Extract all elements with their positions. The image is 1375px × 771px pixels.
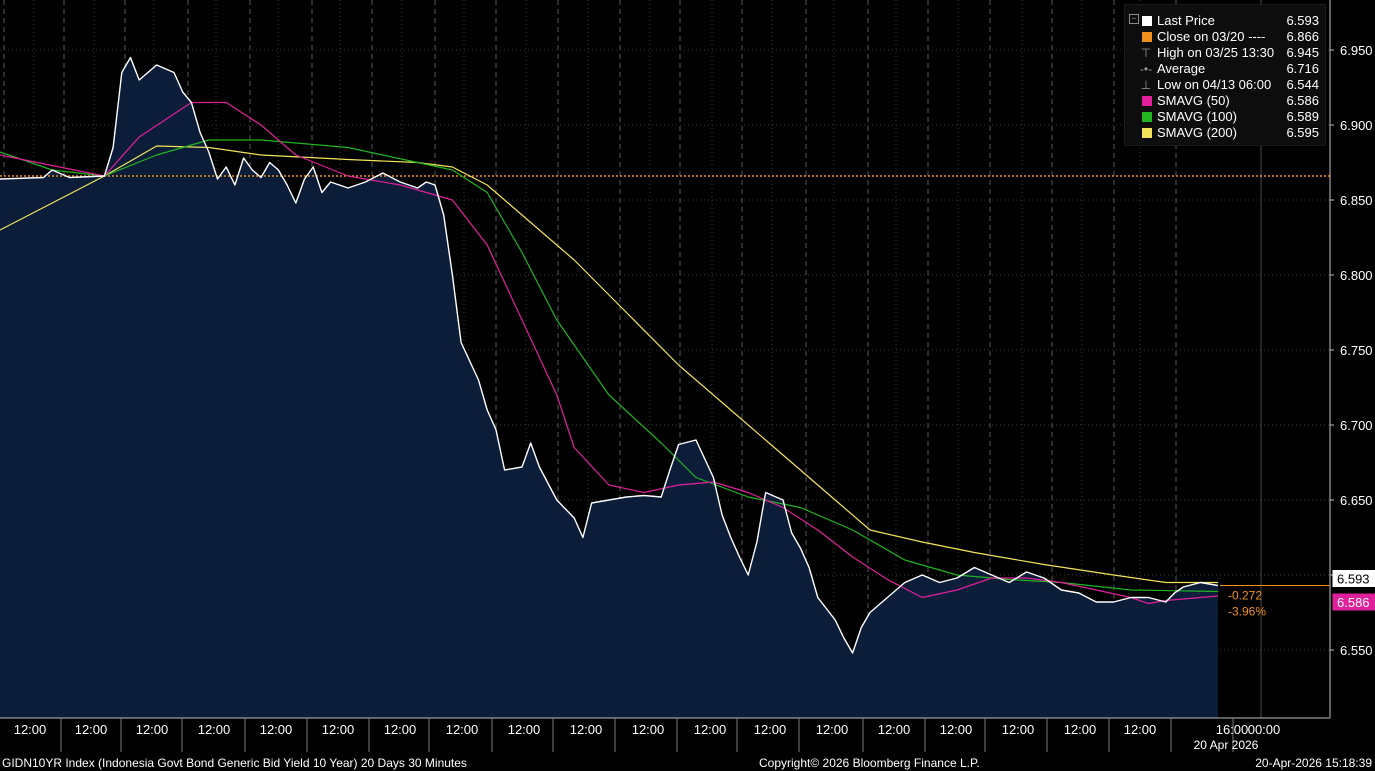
series-line-smavg-100 xyxy=(0,139,1219,593)
legend-value: 6.586 xyxy=(1286,93,1319,108)
y-tick-label: 6.800 xyxy=(1340,268,1373,283)
axes: 6.5506.6006.6506.7006.7506.8006.8506.900… xyxy=(0,0,1373,752)
x-tick-label: 12:00 xyxy=(570,722,603,737)
x-tick-label: 12:00 xyxy=(136,722,169,737)
change-percent-label: -3.96% xyxy=(1228,605,1266,619)
legend-value: 6.716 xyxy=(1286,61,1319,76)
x-tick-label: 12:00 xyxy=(508,722,541,737)
security-description: GIDN10YR Index (Indonesia Govt Bond Gene… xyxy=(2,756,467,770)
timestamp-text: 20-Apr-2026 15:18:39 xyxy=(1255,756,1372,770)
price-tags: -0.272 -3.96% 6.586 6.593 xyxy=(1220,570,1375,619)
legend-label: SMAVG (200) xyxy=(1157,125,1237,140)
legend-item-smavg-50[interactable]: SMAVG (50) 6.586 xyxy=(1125,93,1325,109)
legend-label: SMAVG (50) xyxy=(1157,93,1230,108)
legend-value: 6.544 xyxy=(1286,77,1319,92)
x-tick-label: 12:00 xyxy=(384,722,417,737)
legend-label: Average xyxy=(1157,61,1206,76)
y-tick-label: 6.700 xyxy=(1340,418,1373,433)
x-tick-label: 12:00 xyxy=(754,722,787,737)
legend-value: 6.589 xyxy=(1286,109,1319,124)
legend-item-last-price[interactable]: Last Price 6.593 xyxy=(1125,13,1325,29)
x-tick-label: 00:00 xyxy=(1248,722,1281,737)
legend-item-high-on-03-25-13-30[interactable]: ⊤ High on 03/25 13:30 6.945 xyxy=(1125,45,1325,61)
last-price-fill xyxy=(0,57,1218,718)
x-tick-label: 12:00 xyxy=(446,722,479,737)
x-tick-label: 12:00 xyxy=(632,722,665,737)
x-tick-label: 12:00 xyxy=(75,722,108,737)
x-tick-label: 12:00 xyxy=(198,722,231,737)
x-tick-label: 12:00 xyxy=(940,722,973,737)
legend-swatch xyxy=(1142,96,1152,106)
last-price-area xyxy=(0,57,1218,718)
legend-item-average[interactable]: -•- Average 6.716 xyxy=(1125,61,1325,77)
legend-swatch xyxy=(1142,112,1152,122)
legend-value: 6.866 xyxy=(1286,29,1319,44)
legend-item-smavg-100[interactable]: SMAVG (100) 6.589 xyxy=(1125,109,1325,125)
legend-swatch xyxy=(1142,16,1152,26)
legend-swatch xyxy=(1142,32,1152,42)
smavg50-tag-text: 6.586 xyxy=(1337,595,1370,610)
legend-marker-icon: ⊥ xyxy=(1140,78,1152,92)
x-tick-label: 12:00 xyxy=(260,722,293,737)
legend-item-low-on-04-13-06-00[interactable]: ⊥ Low on 04/13 06:00 6.544 xyxy=(1125,77,1325,93)
legend-item-close-on-03-20[interactable]: Close on 03/20 ---- 6.866 xyxy=(1125,29,1325,45)
legend-collapse-icon[interactable]: − xyxy=(1129,14,1139,24)
x-tick-label: 12:00 xyxy=(14,722,47,737)
last-price-tag-box xyxy=(1332,570,1375,587)
y-tick-label: 6.850 xyxy=(1340,193,1373,208)
x-tick-label: 12:00 xyxy=(1002,722,1035,737)
smavg50-tag-box xyxy=(1332,593,1375,611)
chart-legend[interactable]: − Last Price 6.593 Close on 03/20 ---- 6.86… xyxy=(1124,4,1326,146)
legend-swatch xyxy=(1142,128,1152,138)
x-tick-label: 12:00 xyxy=(322,722,355,737)
y-tick-label: 6.900 xyxy=(1340,118,1373,133)
legend-value: 6.593 xyxy=(1286,13,1319,28)
x-tick-label: 16:00 xyxy=(1216,722,1249,737)
last-price-tag-text: 6.593 xyxy=(1337,572,1370,587)
x-tick-label: 12:00 xyxy=(1064,722,1097,737)
series-line-last-price xyxy=(0,56,1219,654)
legend-item-smavg-200[interactable]: SMAVG (200) 6.595 xyxy=(1125,125,1325,141)
legend-label: SMAVG (100) xyxy=(1157,109,1237,124)
legend-value: 6.945 xyxy=(1286,45,1319,60)
series-line-smavg-50 xyxy=(0,101,1219,605)
change-absolute-label: -0.272 xyxy=(1228,589,1262,603)
series-lines xyxy=(0,56,1219,654)
y-tick-label: 6.950 xyxy=(1340,43,1373,58)
legend-marker-icon: -•- xyxy=(1139,62,1153,76)
x-tick-label: 12:00 xyxy=(1124,722,1157,737)
x-tick-label: 12:00 xyxy=(878,722,911,737)
x-date-label: 20 Apr 2026 xyxy=(1194,738,1259,752)
legend-label: Low on 04/13 06:00 xyxy=(1157,77,1272,92)
series-line-smavg-200 xyxy=(0,145,1218,584)
legend-label: High on 03/25 13:30 xyxy=(1157,45,1275,60)
legend-label: Close on 03/20 ---- xyxy=(1157,29,1266,44)
copyright-text: Copyright© 2026 Bloomberg Finance L.P. xyxy=(759,756,980,770)
x-tick-label: 12:00 xyxy=(694,722,727,737)
x-tick-label: 12:00 xyxy=(816,722,849,737)
y-tick-label: 6.550 xyxy=(1340,643,1373,658)
y-tick-label: 6.750 xyxy=(1340,343,1373,358)
legend-label: Last Price xyxy=(1157,13,1215,28)
legend-value: 6.595 xyxy=(1286,125,1319,140)
legend-marker-icon: ⊤ xyxy=(1140,46,1152,60)
y-tick-label: 6.650 xyxy=(1340,493,1373,508)
